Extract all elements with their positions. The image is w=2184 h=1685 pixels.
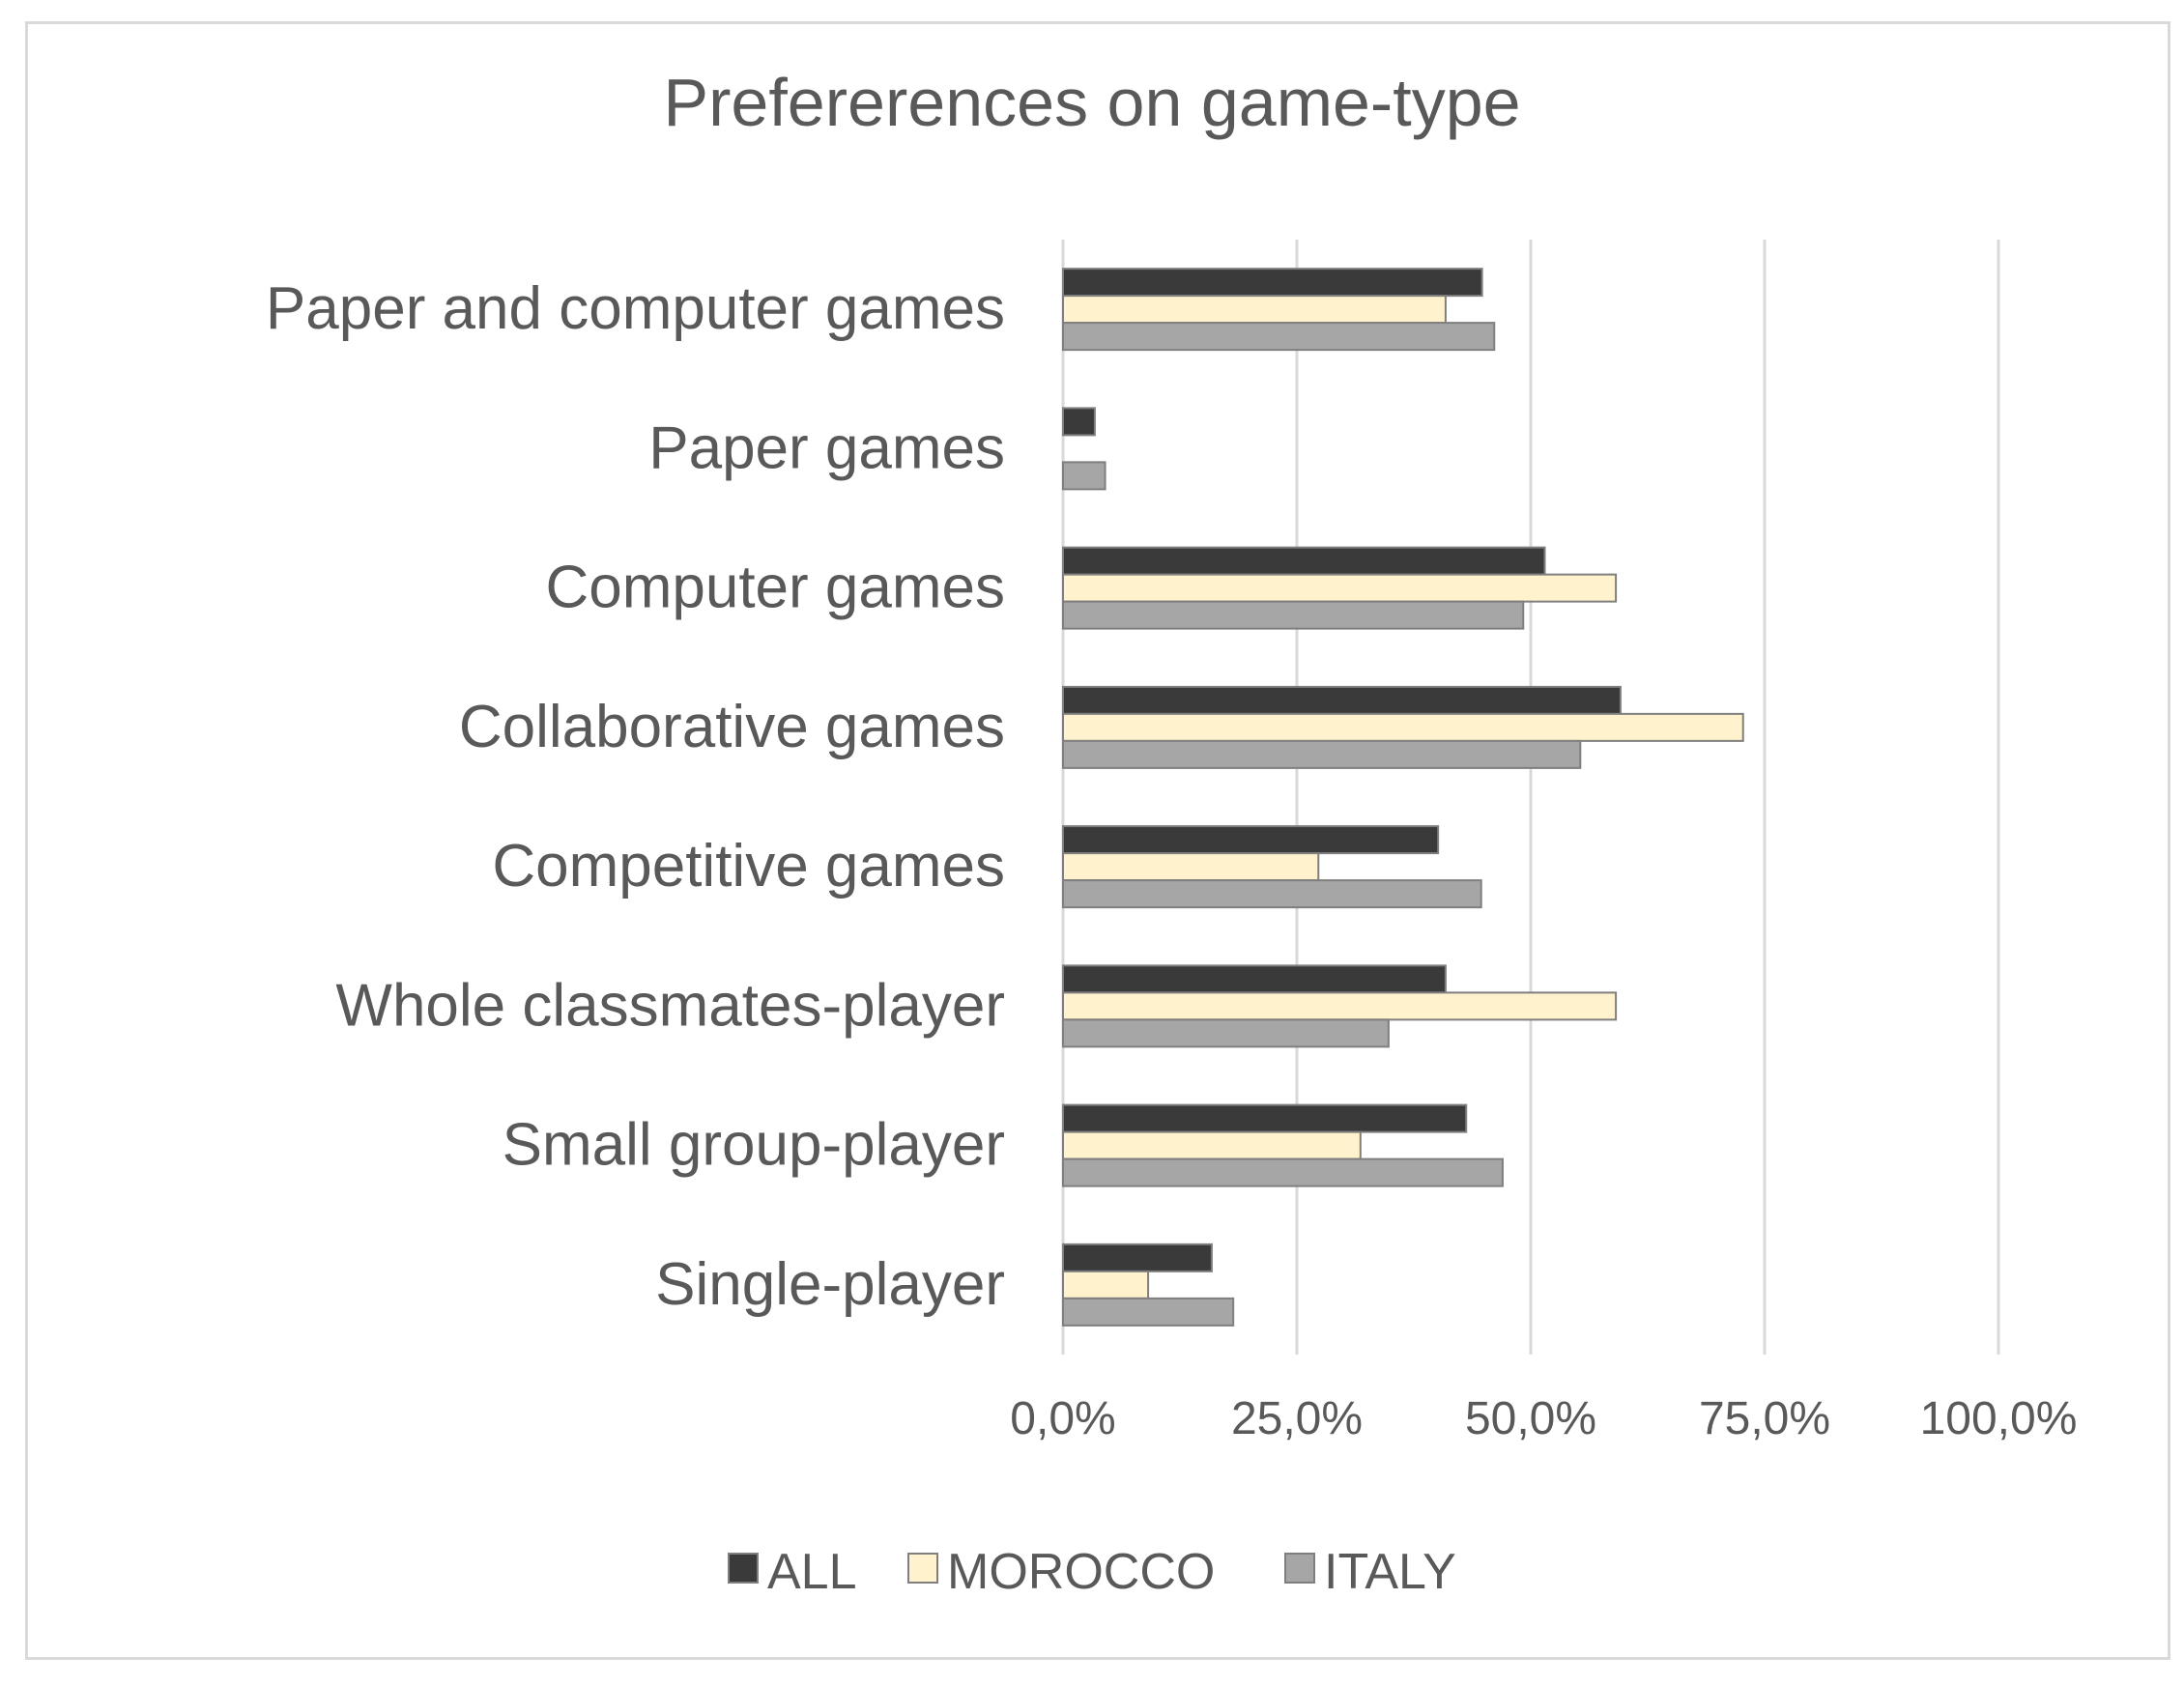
legend-swatch-italy xyxy=(1284,1553,1315,1584)
bar-morocco-6 xyxy=(1062,1130,1362,1160)
bar-italy-4 xyxy=(1062,879,1482,909)
bar-morocco-5 xyxy=(1062,991,1618,1021)
category-label-4: Competitive games xyxy=(492,833,1005,900)
chart-title: Prefererences on game-type xyxy=(663,65,1520,140)
legend-label-italy: ITALY xyxy=(1324,1544,1456,1600)
bar-all-4 xyxy=(1062,825,1440,855)
bar-morocco-0 xyxy=(1062,295,1447,325)
bar-italy-2 xyxy=(1062,600,1525,630)
bar-italy-7 xyxy=(1062,1297,1235,1327)
bar-morocco-7 xyxy=(1062,1270,1150,1299)
legend: ALL MOROCCO ITALY xyxy=(728,1544,1456,1600)
bar-all-6 xyxy=(1062,1103,1468,1133)
bar-all-7 xyxy=(1062,1242,1213,1272)
bar-all-2 xyxy=(1062,546,1546,576)
x-tick-labels: 0,0% 25,0% 50,0% 75,0% 100,0% xyxy=(1010,1393,2077,1444)
bar-all-3 xyxy=(1062,685,1622,715)
bar-italy-1 xyxy=(1062,461,1106,491)
x-tick-label-1: 25,0% xyxy=(1231,1393,1363,1444)
category-label-5: Whole classmates-player xyxy=(335,972,1005,1039)
legend-label-all: ALL xyxy=(767,1544,857,1600)
category-label-6: Small group-player xyxy=(503,1112,1005,1179)
bar-morocco-4 xyxy=(1062,852,1320,882)
x-tick-label-3: 75,0% xyxy=(1699,1393,1830,1444)
bar-italy-0 xyxy=(1062,322,1496,352)
bar-morocco-2 xyxy=(1062,573,1618,603)
category-label-1: Paper games xyxy=(648,414,1005,481)
bar-italy-5 xyxy=(1062,1018,1390,1048)
bar-all-1 xyxy=(1062,407,1096,437)
x-tick-label-4: 100,0% xyxy=(1920,1393,2078,1444)
bars xyxy=(1062,268,1744,1327)
bar-italy-6 xyxy=(1062,1157,1504,1187)
x-tick-label-0: 0,0% xyxy=(1010,1393,1115,1444)
bar-italy-3 xyxy=(1062,739,1582,769)
category-label-7: Single-player xyxy=(655,1251,1005,1318)
x-tick-label-2: 50,0% xyxy=(1465,1393,1596,1444)
category-label-0: Paper and computer games xyxy=(266,275,1005,342)
bar-all-5 xyxy=(1062,964,1447,994)
category-labels: Paper and computer games Paper games Compu… xyxy=(266,275,1005,1318)
legend-swatch-all xyxy=(728,1553,759,1584)
category-label-3: Collaborative games xyxy=(459,694,1005,760)
category-label-2: Computer games xyxy=(545,555,1005,621)
gridlines xyxy=(1061,240,2000,1355)
legend-swatch-morocco xyxy=(907,1553,938,1584)
bar-morocco-3 xyxy=(1062,712,1744,742)
bar-all-0 xyxy=(1062,268,1483,298)
legend-label-morocco: MOROCCO xyxy=(947,1544,1215,1600)
